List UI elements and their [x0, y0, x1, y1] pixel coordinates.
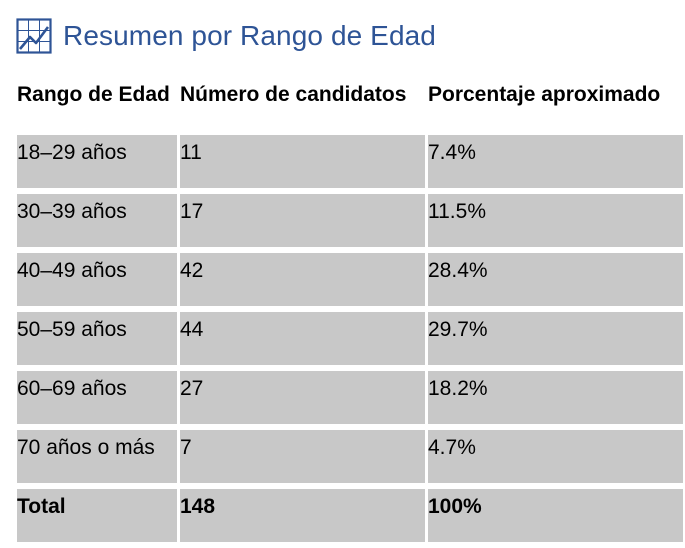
table-row: 70 años o más 7 4.7%: [17, 430, 683, 483]
cell-age-range: 60–69 años: [17, 371, 177, 424]
cell-age-range: 50–59 años: [17, 312, 177, 365]
column-header-percentage: Porcentaje aproximado: [428, 83, 661, 106]
column-header-age-range: Rango de Edad: [17, 83, 170, 106]
table-row: 60–69 años 27 18.2%: [17, 371, 683, 424]
cell-candidates: 7: [180, 430, 425, 483]
cell-candidates: 11: [180, 135, 425, 188]
section-heading: Resumen por Rango de Edad: [16, 14, 436, 58]
table-header-row: Rango de Edad Número de candidatos Porce…: [17, 77, 683, 129]
cell-percentage: 18.2%: [428, 371, 683, 424]
table-row: 50–59 años 44 29.7%: [17, 312, 683, 365]
cell-age-range: 30–39 años: [17, 194, 177, 247]
cell-total-label: Total: [17, 489, 177, 542]
line-chart-icon: [16, 18, 52, 54]
cell-age-range: 40–49 años: [17, 253, 177, 306]
table-row: 30–39 años 17 11.5%: [17, 194, 683, 247]
cell-candidates: 44: [180, 312, 425, 365]
age-summary-table: Rango de Edad Número de candidatos Porce…: [14, 71, 685, 548]
cell-percentage: 11.5%: [428, 194, 683, 247]
cell-total-candidates: 148: [180, 489, 425, 542]
cell-age-range: 70 años o más: [17, 430, 177, 483]
table-row: 40–49 años 42 28.4%: [17, 253, 683, 306]
column-header-candidates: Número de candidatos: [180, 83, 407, 106]
page-title: Resumen por Rango de Edad: [63, 20, 436, 51]
cell-age-range: 18–29 años: [17, 135, 177, 188]
cell-candidates: 17: [180, 194, 425, 247]
table-total-row: Total 148 100%: [17, 489, 683, 542]
table-row: 18–29 años 11 7.4%: [17, 135, 683, 188]
cell-percentage: 7.4%: [428, 135, 683, 188]
cell-total-percentage: 100%: [428, 489, 683, 542]
cell-percentage: 28.4%: [428, 253, 683, 306]
cell-percentage: 4.7%: [428, 430, 683, 483]
cell-candidates: 27: [180, 371, 425, 424]
cell-percentage: 29.7%: [428, 312, 683, 365]
cell-candidates: 42: [180, 253, 425, 306]
